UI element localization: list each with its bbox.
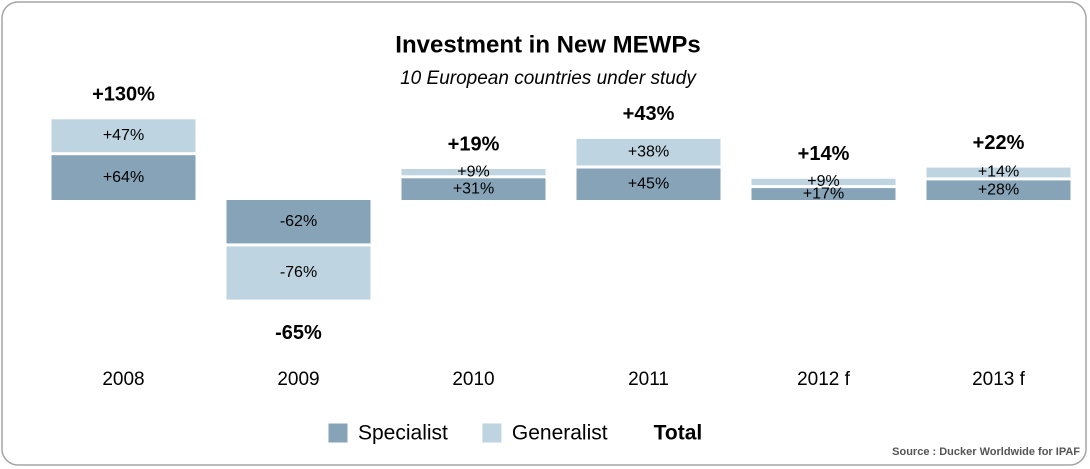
total-label: +22% xyxy=(973,132,1025,154)
source: Source : Ducker Worldwide for IPAF xyxy=(892,446,1080,458)
data-label: +9% xyxy=(457,163,489,180)
bar-segment xyxy=(751,178,896,186)
data-label: -62% xyxy=(280,213,317,230)
total-label: +14% xyxy=(798,143,850,165)
x-tick-label: 2013 f xyxy=(972,369,1026,390)
bar-segment xyxy=(51,155,196,200)
data-label: +64% xyxy=(103,169,144,186)
x-tick-label: 2009 xyxy=(277,369,319,390)
data-label: +28% xyxy=(978,181,1019,198)
legend-label: Specialist xyxy=(358,422,448,445)
bar-segment xyxy=(51,119,196,153)
bar-segment xyxy=(576,168,721,200)
data-label: +38% xyxy=(628,143,669,160)
bar-segment xyxy=(401,178,546,200)
bar-segment xyxy=(226,200,371,244)
data-label: -76% xyxy=(280,264,317,281)
bar-segment xyxy=(401,169,546,176)
total-label: -65% xyxy=(275,322,322,344)
bar-segment xyxy=(576,138,721,166)
total-label: +43% xyxy=(623,103,675,125)
legend-label: Total xyxy=(654,422,703,445)
total-label: +19% xyxy=(448,133,500,155)
data-label: +45% xyxy=(628,175,669,192)
total-label: +130% xyxy=(92,84,155,106)
x-tick-label: 2012 f xyxy=(797,369,851,390)
legend-swatch xyxy=(481,422,503,444)
x-tick-label: 2011 xyxy=(628,369,669,390)
bar-segment xyxy=(926,167,1071,178)
legend-swatch xyxy=(327,422,349,444)
data-label: +9% xyxy=(807,173,839,190)
data-label: +17% xyxy=(803,185,844,202)
data-label: +31% xyxy=(453,180,494,197)
x-tick-label: 2008 xyxy=(102,369,144,390)
chart-subtitle: 10 European countries under study xyxy=(400,68,697,89)
data-label: +14% xyxy=(978,164,1019,181)
x-tick-label: 2010 xyxy=(452,369,494,390)
data-label: +47% xyxy=(103,127,144,144)
chart-title: Investment in New MEWPs xyxy=(395,31,700,58)
bar-segment xyxy=(226,246,371,300)
legend-label: Generalist xyxy=(512,422,608,445)
bar-segment xyxy=(926,180,1071,200)
bar-segment xyxy=(751,188,896,200)
